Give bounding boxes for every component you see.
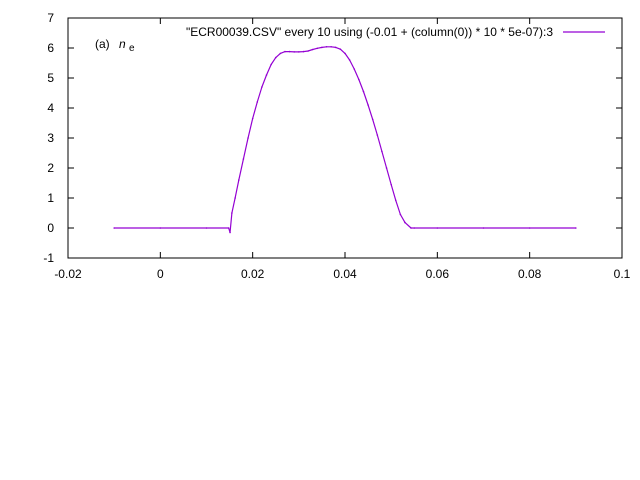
series-line: [114, 46, 576, 234]
data-point: [410, 227, 412, 229]
data-point: [330, 46, 332, 48]
data-point: [113, 227, 115, 229]
data-point: [482, 227, 485, 229]
x-tick-label: 0.08: [518, 267, 542, 281]
data-point: [348, 59, 351, 61]
y-tick-label: 2: [47, 161, 54, 175]
data-point: [321, 46, 323, 49]
data-point: [234, 197, 236, 199]
data-point: [399, 213, 402, 216]
data-point: [227, 227, 230, 229]
data-point: [231, 212, 233, 214]
data-point: [298, 51, 300, 53]
x-tick-label: 0.1: [614, 267, 631, 281]
data-point: [316, 47, 319, 50]
data-point: [247, 137, 249, 139]
x-tick-label: 0: [157, 267, 164, 281]
x-tick-label: -0.02: [54, 267, 82, 281]
chart-annotation: (a) n e: [95, 37, 135, 54]
axis-ticks: [67, 17, 623, 259]
data-point: [358, 78, 360, 81]
data-point: [339, 48, 342, 50]
data-point: [270, 63, 272, 66]
data-point: [325, 46, 328, 48]
data-point: [242, 158, 245, 160]
x-tick-label: 0.04: [333, 267, 357, 281]
data-point: [436, 227, 439, 229]
data-point: [279, 52, 282, 55]
y-tick-label: 7: [47, 11, 54, 25]
data-point: [274, 56, 277, 59]
legend-label: "ECR00039.CSV" every 10 using (-0.01 + (…: [186, 25, 553, 39]
data-point: [307, 50, 309, 52]
data-point: [381, 150, 383, 153]
data-point: [261, 86, 263, 88]
data-point: [376, 134, 379, 136]
data-point: [311, 48, 314, 51]
data-point: [334, 46, 337, 49]
y-tick-label: -1: [43, 251, 54, 265]
data-point: [284, 50, 286, 53]
x-tick-label: 0.06: [426, 267, 450, 281]
y-tick-label: 4: [47, 101, 54, 115]
y-tick-label: 0: [47, 221, 54, 235]
y-tick-labels: -1 0 1 2 3 4 5 6 7: [43, 11, 54, 265]
data-point: [288, 50, 291, 53]
data-point: [205, 227, 208, 229]
data-point: [367, 104, 369, 106]
data-point: [362, 90, 365, 93]
y-tick-label: 1: [47, 191, 54, 205]
x-tick-label: 0.02: [241, 267, 265, 281]
data-point: [413, 227, 416, 229]
data-point: [159, 227, 162, 229]
y-tick-label: 6: [47, 41, 54, 55]
x-tick-labels: -0.02 0 0.02 0.04 0.06 0.08 0.1: [54, 267, 630, 281]
series-points: [113, 46, 577, 234]
data-point: [344, 52, 346, 55]
data-point: [404, 221, 406, 224]
data-point: [385, 167, 388, 169]
data-point: [293, 51, 296, 53]
data-point: [371, 118, 374, 121]
data-point: [251, 117, 254, 120]
data-point: [229, 231, 231, 234]
data-point: [265, 74, 268, 76]
y-tick-label: 3: [47, 131, 54, 145]
data-point: [575, 227, 577, 229]
data-point: [390, 183, 392, 186]
data-point: [302, 50, 305, 53]
data-point: [528, 227, 531, 229]
data-point: [238, 179, 240, 181]
data-point: [353, 68, 356, 70]
data-point: [256, 101, 259, 103]
data-point: [394, 199, 397, 202]
y-tick-label: 5: [47, 71, 54, 85]
